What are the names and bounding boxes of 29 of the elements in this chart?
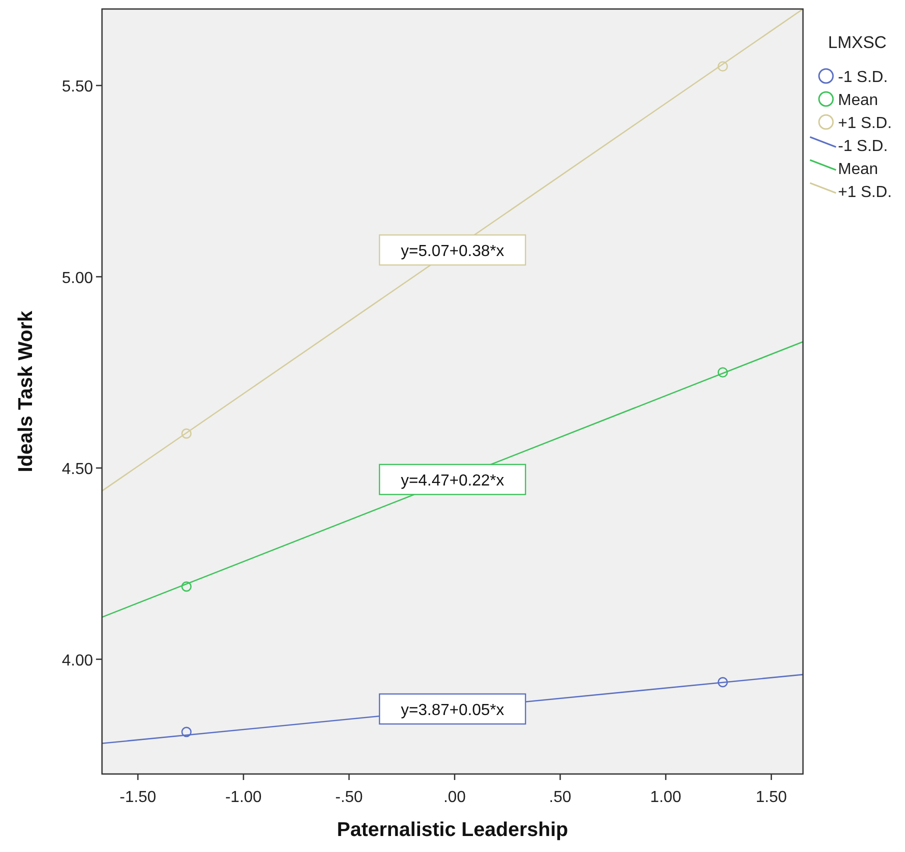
legend-label: +1 S.D. [838,115,892,132]
y-tick-label: 5.50 [62,78,94,96]
legend-label: -1 S.D. [838,138,888,155]
legend-label: Mean [838,161,878,178]
annotation: y=3.87+0.05*x [400,702,504,719]
legend-label: +1 S.D. [838,184,892,201]
annotation: y=4.47+0.22*x [400,472,504,490]
x-tick-label: .50 [549,789,572,806]
y-tick-label: 4.50 [62,461,94,478]
legend-title: LMXSC [828,33,887,52]
x-tick-label: -1.00 [225,789,262,806]
x-tick-label: -1.50 [120,789,156,806]
x-tick-label: 1.00 [650,789,682,806]
point [181,726,192,738]
x-tick-label: -.50 [335,789,363,806]
x-axis-title: Paternalistic Leadership [336,819,568,841]
y-tick-label: 4.00 [62,652,94,670]
point [181,428,192,439]
annotation: y=5.07+0.38*x [400,242,504,260]
point [718,367,728,378]
x-tick-label: .00 [443,789,466,806]
point [718,61,728,72]
legend-label: -1 S.D. [838,69,888,86]
legend-label: Mean [838,92,878,109]
point [181,581,192,592]
point [718,677,728,688]
x-tick-label: 1.50 [756,789,787,806]
y-tick-label: 5.00 [62,270,94,287]
y-axis-title: Ideals Task Work [15,310,37,472]
